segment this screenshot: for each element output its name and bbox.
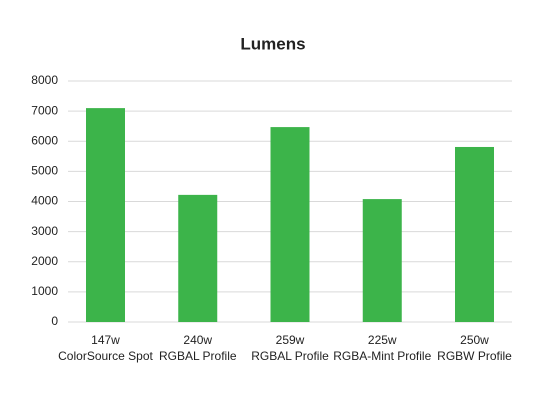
y-tick-label: 2000 [31,254,58,268]
x-tick-label: RGBAL Profile [251,349,329,363]
y-tick-label: 7000 [31,103,58,117]
x-tick-label: 225w [368,333,397,347]
bar [178,194,218,322]
bar [362,199,402,322]
y-tick-label: 5000 [31,164,58,178]
bar [455,146,494,322]
y-tick-label: 3000 [31,224,58,238]
x-tick-label: 147w [91,333,120,347]
y-tick-label: 8000 [31,73,58,87]
x-tick-label: 240w [183,333,212,347]
y-tick-label: 6000 [31,133,58,147]
chart-title: Lumens [240,34,305,53]
y-tick-label: 4000 [31,194,58,208]
x-tick-label: RGBA-Mint Profile [333,349,431,363]
x-tick-label: RGBW Profile [437,349,512,363]
bar [86,108,125,322]
y-tick-label: 1000 [31,284,58,298]
y-tick-label: 0 [51,314,58,328]
bar [270,127,310,322]
x-tick-label: 250w [460,333,489,347]
x-tick-label: RGBAL Profile [159,349,237,363]
x-tick-label: 259w [276,333,305,347]
x-tick-label: ColorSource Spot [58,349,153,363]
